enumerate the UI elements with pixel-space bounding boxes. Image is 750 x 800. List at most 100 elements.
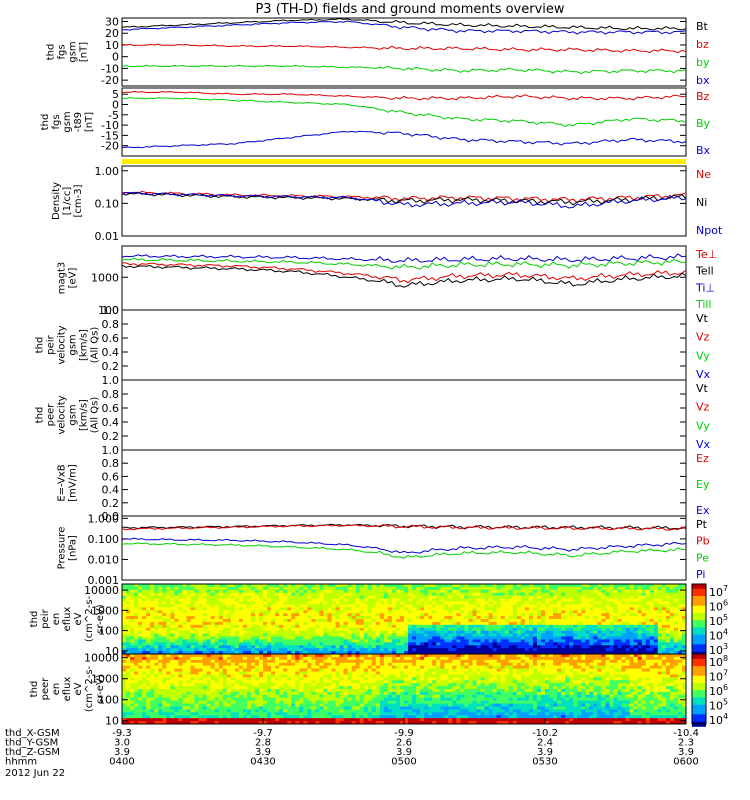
heatmap-cell [331, 630, 336, 634]
heatmap-cell [577, 642, 582, 646]
heatmap-cell [681, 610, 687, 614]
heatmap-cell [432, 607, 437, 611]
heatmap-cell [210, 642, 216, 646]
heatmap-cell [242, 656, 248, 661]
heatmap-cell [190, 592, 195, 597]
heatmap-cell [379, 680, 385, 684]
heatmap-cell [379, 589, 385, 594]
heatmap-cell [343, 619, 348, 623]
heatmap-cell [162, 642, 167, 646]
heatmap-cell [130, 630, 135, 634]
heatmap-cell [315, 648, 320, 652]
heatmap-cell [383, 621, 389, 626]
heatmap-cell [379, 671, 385, 675]
heatmap-cell [545, 674, 550, 678]
heatmap-cell [142, 584, 147, 588]
heatmap-cell [516, 621, 522, 626]
heatmap-cell [299, 586, 304, 591]
heatmap-cell [138, 616, 143, 620]
heatmap-cell [605, 645, 610, 649]
heatmap-cell [315, 651, 320, 655]
heatmap-cell [283, 671, 288, 675]
heatmap-cell [444, 624, 449, 629]
heatmap-cell [609, 654, 614, 658]
heatmap-cell [432, 648, 437, 652]
heatmap-cell [138, 659, 143, 664]
heatmap-cell [146, 665, 151, 669]
heatmap-cell [484, 648, 489, 652]
heatmap-cell [234, 648, 240, 652]
heatmap-cell [440, 662, 445, 667]
heatmap-cell [230, 592, 236, 597]
heatmap-cell [581, 659, 586, 664]
heatmap-cell [258, 639, 264, 643]
heatmap-cell [226, 621, 232, 626]
heatmap-cell [609, 633, 614, 637]
heatmap-cell [230, 645, 236, 649]
heatmap-cell [420, 607, 425, 611]
heatmap-cell [271, 680, 276, 684]
heatmap-cell [254, 674, 260, 678]
heatmap-cell [464, 636, 469, 640]
heatmap-cell [565, 601, 570, 605]
heatmap-cell [420, 639, 425, 643]
heatmap-cell [162, 630, 167, 634]
heatmap-cell [319, 662, 324, 667]
heatmap-cell [432, 598, 437, 602]
heatmap-cell [524, 639, 530, 643]
heatmap-cell [496, 610, 502, 614]
heatmap-cell [476, 633, 481, 637]
heatmap-cell [649, 595, 655, 599]
heatmap-cell [230, 665, 236, 669]
heatmap-cell [218, 665, 224, 669]
heatmap-cell [351, 633, 357, 637]
heatmap-cell [271, 648, 276, 652]
heatmap-cell [271, 662, 276, 667]
heatmap-cell [391, 654, 397, 658]
heatmap-cell [625, 621, 630, 626]
heatmap-cell [569, 642, 574, 646]
heatmap-cell [408, 604, 413, 608]
colorbar-label: 10 [709, 615, 723, 628]
heatmap-cell [214, 595, 220, 599]
heatmap-cell [532, 677, 538, 681]
heatmap-cell [327, 630, 332, 634]
heatmap-cell [319, 642, 324, 646]
heatmap-cell [234, 621, 240, 626]
heatmap-cell [609, 584, 614, 588]
heatmap-cell [399, 616, 405, 620]
heatmap-cell [492, 598, 498, 602]
heatmap-cell [448, 613, 453, 617]
heatmap-cell [130, 592, 135, 597]
heatmap-cell [625, 607, 630, 611]
heatmap-cell [504, 645, 510, 649]
heatmap-cell [371, 607, 377, 611]
heatmap-cell [315, 601, 320, 605]
heatmap-cell [641, 595, 647, 599]
heatmap-cell [234, 627, 240, 632]
heatmap-cell [448, 636, 453, 640]
heatmap-cell [250, 619, 256, 623]
heatmap-cell [536, 671, 542, 675]
heatmap-cell [323, 654, 328, 658]
heatmap-cell [669, 636, 675, 640]
heatmap-cell [214, 656, 220, 661]
heatmap-cell [577, 662, 582, 667]
heatmap-cell [420, 648, 425, 652]
heatmap-cell [404, 598, 409, 602]
heatmap-cell [625, 636, 630, 640]
heatmap-cell [440, 642, 445, 646]
heatmap-cell [585, 659, 590, 664]
heatmap-cell [637, 601, 643, 605]
heatmap-cell [657, 633, 663, 637]
heatmap-cell [347, 668, 353, 672]
heatmap-cell [476, 584, 481, 588]
heatmap-cell [198, 680, 203, 684]
heatmap-cell [263, 621, 268, 626]
heatmap-cell [512, 639, 518, 643]
heatmap-cell [122, 668, 127, 672]
heatmap-cell [178, 586, 183, 591]
heatmap-cell [323, 633, 328, 637]
heatmap-cell [138, 586, 143, 591]
heatmap-cell [198, 656, 203, 661]
